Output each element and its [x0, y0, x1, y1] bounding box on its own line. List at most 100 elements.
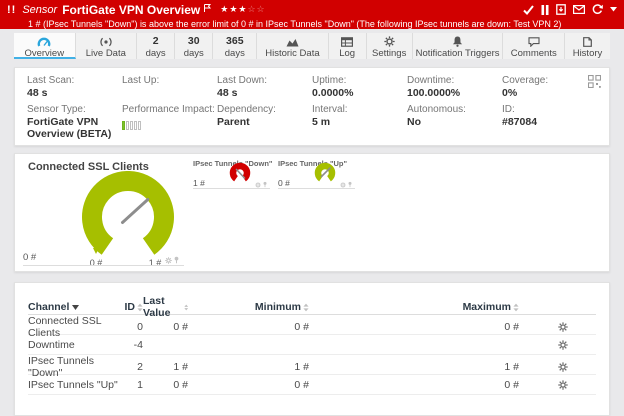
- gauge-scale-min: 0 #: [90, 258, 103, 268]
- detail-interval: Interval:5 m: [312, 104, 407, 140]
- sensor-status-banner: !! Sensor FortiGate VPN Overview ★★★☆☆: [0, 0, 624, 29]
- sort-desc-icon: [72, 305, 79, 310]
- pin-icon: [348, 181, 352, 188]
- channel-name[interactable]: IPsec Tunnels "Down": [28, 355, 118, 379]
- check-acknowledge-icon[interactable]: [523, 5, 534, 15]
- ipsec-tunnels-up-gauge: [313, 162, 337, 184]
- detail-downtime: Downtime:100.0000%: [407, 75, 502, 99]
- divider: [278, 188, 355, 189]
- tab-2-days[interactable]: 2 days: [137, 33, 175, 59]
- tab-notification-triggers[interactable]: Notification Triggers: [413, 33, 504, 59]
- gauge-action-icons[interactable]: [340, 181, 352, 188]
- tab-bar: Overview Live Data 2 days 30 days 365 da…: [14, 33, 610, 59]
- tab-label: Live Data: [76, 48, 137, 59]
- tab-label: Log: [329, 48, 366, 59]
- gauge-action-icons[interactable]: [165, 256, 179, 264]
- star-empty-icon: ☆: [257, 4, 266, 14]
- tab-label: Notification Triggers: [413, 48, 503, 59]
- history-icon: [565, 36, 610, 47]
- tab-history[interactable]: History: [565, 33, 610, 59]
- tab-number: 365: [213, 36, 256, 47]
- channel-name[interactable]: Connected SSL Clients: [28, 315, 118, 339]
- pin-icon: [174, 256, 179, 264]
- tab-historic-data[interactable]: Historic Data: [257, 33, 328, 59]
- gauge-icon: [14, 36, 75, 47]
- performance-impact-indicator: [122, 117, 217, 135]
- tab-label: Historic Data: [257, 48, 327, 59]
- column-header-channel[interactable]: Channel: [28, 301, 118, 313]
- gauges-panel: Connected SSL Clients 0 # 1 # 0 # IPsec …: [14, 153, 610, 272]
- error-message: 1 # (IPsec Tunnels "Down") is above the …: [0, 19, 624, 29]
- qr-code-icon[interactable]: [588, 75, 601, 93]
- detail-dependency: Dependency:Parent: [217, 104, 312, 140]
- channel-settings-icon[interactable]: [558, 340, 568, 350]
- live-icon: [76, 36, 137, 47]
- channel-last-value: 0 #: [143, 379, 188, 391]
- priority-stars[interactable]: ★★★☆☆: [220, 4, 265, 15]
- tab-live-data[interactable]: Live Data: [76, 33, 138, 59]
- column-header-minimum[interactable]: Minimum: [188, 301, 309, 313]
- sensor-details-panel: Last Scan:48 s Last Up: Last Down:48 s U…: [14, 67, 610, 146]
- tab-comments[interactable]: Comments: [503, 33, 565, 59]
- channel-name[interactable]: IPsec Tunnels "Up": [28, 379, 118, 391]
- refresh-icon[interactable]: [592, 4, 603, 15]
- pause-icon[interactable]: [541, 5, 549, 15]
- channel-minimum: 0 #: [188, 321, 309, 333]
- gear-icon: [165, 257, 172, 264]
- table-row: IPsec Tunnels "Up" 1 0 # 0 # 0 #: [28, 375, 596, 395]
- email-icon[interactable]: [573, 5, 585, 14]
- detail-sensor-type: Sensor Type:FortiGate VPN Overview (BETA…: [27, 104, 122, 140]
- primary-gauge-value: 0 #: [23, 252, 36, 263]
- table-row: IPsec Tunnels "Down" 2 1 # 1 # 1 #: [28, 355, 596, 375]
- star-empty-icon: ☆: [247, 4, 256, 14]
- table-header-row: Channel ID Last Value Minimum Maximum: [28, 295, 596, 315]
- channel-settings-icon[interactable]: [558, 380, 568, 390]
- channel-id: 2: [118, 361, 143, 373]
- chevron-down-icon[interactable]: [610, 7, 617, 12]
- tab-overview[interactable]: Overview: [14, 33, 76, 59]
- tab-label: days: [175, 48, 212, 59]
- channel-id: 0: [118, 321, 143, 333]
- pin-icon: [263, 181, 267, 188]
- channel-minimum: 1 #: [188, 361, 309, 373]
- channel-last-value: 1 #: [143, 361, 188, 373]
- detail-performance-impact: Performance Impact:: [122, 104, 217, 140]
- column-header-maximum[interactable]: Maximum: [309, 301, 519, 313]
- channel-maximum: 0 #: [309, 321, 519, 333]
- tab-log[interactable]: Log: [329, 33, 367, 59]
- tab-settings[interactable]: Settings: [367, 33, 413, 59]
- channel-maximum: 1 #: [309, 361, 519, 373]
- gauge-action-icons[interactable]: [255, 181, 267, 188]
- gear-icon: [255, 182, 261, 188]
- ipsec-tunnels-down-gauge: [228, 162, 252, 184]
- gear-icon: [340, 182, 346, 188]
- tab-365-days[interactable]: 365 days: [213, 33, 257, 59]
- tab-label: Overview: [14, 48, 75, 59]
- channel-settings-icon[interactable]: [558, 322, 568, 332]
- table-icon: [329, 36, 366, 47]
- channel-name[interactable]: Downtime: [28, 339, 118, 351]
- channel-minimum: 0 #: [188, 379, 309, 391]
- bell-icon: [413, 36, 503, 47]
- divider: [193, 188, 270, 189]
- flag-icon: [203, 0, 211, 17]
- object-kind-label: Sensor: [22, 4, 57, 16]
- channel-maximum: 0 #: [309, 379, 519, 391]
- column-header-last-value[interactable]: Last Value: [143, 295, 188, 319]
- tab-label: Settings: [367, 48, 412, 59]
- tab-label: days: [213, 48, 256, 59]
- channel-settings-icon[interactable]: [558, 362, 568, 372]
- area-chart-icon: [257, 36, 327, 47]
- detail-last-up: Last Up:: [122, 75, 217, 99]
- divider: [23, 265, 184, 266]
- report-icon[interactable]: [556, 4, 566, 15]
- channel-last-value: 0 #: [143, 321, 188, 333]
- star-filled-icon: ★: [220, 4, 229, 14]
- channel-id: 1: [118, 379, 143, 391]
- page-title: FortiGate VPN Overview: [62, 3, 200, 17]
- tab-30-days[interactable]: 30 days: [175, 33, 213, 59]
- tab-number: 2: [137, 36, 174, 47]
- detail-last-scan: Last Scan:48 s: [27, 75, 122, 99]
- column-header-id[interactable]: ID: [118, 301, 143, 313]
- sort-icon: [513, 303, 519, 312]
